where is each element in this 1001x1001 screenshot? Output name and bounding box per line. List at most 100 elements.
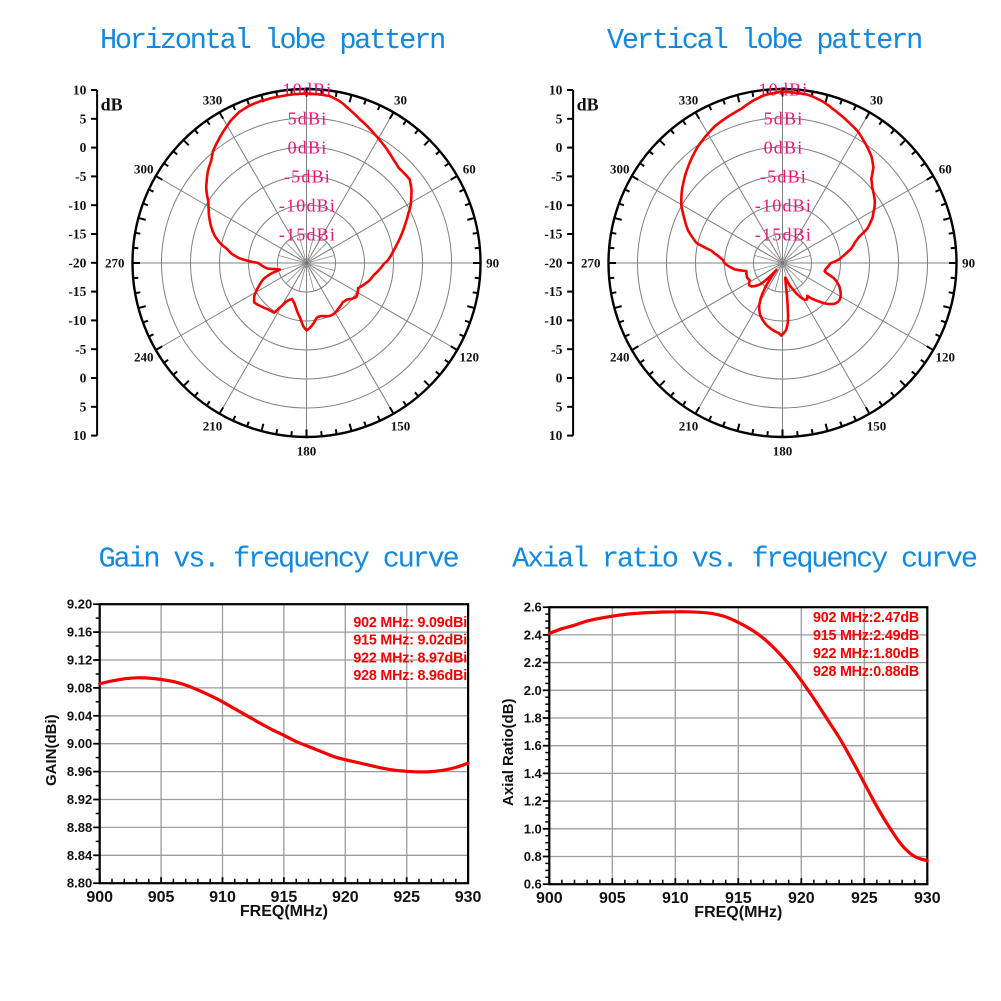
svg-text:930: 930 bbox=[914, 890, 941, 907]
svg-text:1.8: 1.8 bbox=[524, 711, 542, 726]
svg-text:90: 90 bbox=[486, 256, 499, 271]
svg-text:2.4: 2.4 bbox=[524, 627, 543, 642]
svg-text:10: 10 bbox=[73, 428, 87, 443]
svg-text:150: 150 bbox=[391, 418, 411, 433]
svg-text:-15: -15 bbox=[68, 227, 86, 242]
svg-text:-20: -20 bbox=[68, 255, 86, 270]
svg-text:150: 150 bbox=[867, 418, 887, 433]
svg-text:905: 905 bbox=[148, 889, 175, 906]
svg-text:925: 925 bbox=[851, 890, 878, 907]
svg-text:2.2: 2.2 bbox=[524, 655, 542, 670]
svg-text:-10dBi: -10dBi bbox=[755, 195, 812, 215]
svg-text:902 MHz:2.47dB: 902 MHz:2.47dB bbox=[813, 610, 919, 626]
svg-text:0dBi: 0dBi bbox=[288, 137, 328, 157]
svg-text:922 MHz: 8.97dBi: 922 MHz: 8.97dBi bbox=[353, 650, 467, 666]
svg-text:9.00: 9.00 bbox=[67, 736, 92, 751]
svg-text:928 MHz: 8.96dBi: 928 MHz: 8.96dBi bbox=[353, 668, 467, 684]
svg-text:-5: -5 bbox=[551, 342, 562, 357]
svg-text:0dBi: 0dBi bbox=[764, 137, 804, 157]
svg-text:210: 210 bbox=[203, 418, 223, 433]
svg-text:-5: -5 bbox=[75, 342, 86, 357]
svg-text:8.88: 8.88 bbox=[67, 820, 92, 835]
svg-text:180: 180 bbox=[773, 444, 793, 459]
svg-text:5: 5 bbox=[556, 111, 563, 126]
svg-text:-5: -5 bbox=[551, 169, 562, 184]
svg-text:60: 60 bbox=[463, 162, 476, 177]
svg-text:0: 0 bbox=[556, 140, 563, 155]
svg-text:5dBi: 5dBi bbox=[288, 108, 328, 128]
svg-text:10: 10 bbox=[73, 83, 87, 98]
svg-text:30: 30 bbox=[870, 93, 883, 108]
svg-text:1.4: 1.4 bbox=[524, 766, 543, 781]
svg-text:5: 5 bbox=[556, 399, 563, 414]
svg-text:-15: -15 bbox=[544, 284, 562, 299]
svg-text:8.80: 8.80 bbox=[67, 876, 92, 891]
svg-text:Axial Ratio(dB): Axial Ratio(dB) bbox=[500, 698, 517, 806]
svg-text:925: 925 bbox=[393, 889, 420, 906]
svg-text:900: 900 bbox=[536, 890, 563, 907]
svg-text:8.92: 8.92 bbox=[67, 792, 92, 807]
svg-text:60: 60 bbox=[939, 162, 952, 177]
svg-text:915: 915 bbox=[725, 890, 752, 907]
svg-text:1.0: 1.0 bbox=[524, 821, 542, 836]
svg-text:9.12: 9.12 bbox=[67, 653, 92, 668]
svg-text:910: 910 bbox=[662, 890, 689, 907]
svg-text:9.04: 9.04 bbox=[67, 708, 93, 723]
svg-text:900: 900 bbox=[86, 889, 113, 906]
svg-text:330: 330 bbox=[679, 93, 699, 108]
svg-text:5: 5 bbox=[80, 111, 87, 126]
svg-text:920: 920 bbox=[788, 890, 815, 907]
svg-text:-10: -10 bbox=[68, 198, 86, 213]
svg-text:9.08: 9.08 bbox=[67, 680, 92, 695]
svg-text:-5dBi: -5dBi bbox=[760, 166, 807, 186]
svg-text:928 MHz:0.88dB: 928 MHz:0.88dB bbox=[813, 664, 919, 680]
svg-text:240: 240 bbox=[610, 350, 630, 365]
svg-text:10: 10 bbox=[549, 83, 563, 98]
svg-text:-15dBi: -15dBi bbox=[755, 224, 812, 244]
svg-text:dB: dB bbox=[577, 95, 599, 115]
svg-text:915 MHz:2.49dB: 915 MHz:2.49dB bbox=[813, 628, 919, 644]
svg-text:1.2: 1.2 bbox=[524, 794, 542, 809]
svg-text:2.6: 2.6 bbox=[524, 600, 542, 615]
svg-text:915: 915 bbox=[271, 889, 298, 906]
svg-text:10dBi: 10dBi bbox=[758, 79, 808, 99]
svg-text:-5: -5 bbox=[75, 169, 86, 184]
svg-text:240: 240 bbox=[134, 350, 154, 365]
svg-text:915 MHz: 9.02dBi: 915 MHz: 9.02dBi bbox=[353, 633, 467, 649]
svg-text:922 MHz:1.80dB: 922 MHz:1.80dB bbox=[813, 646, 919, 662]
svg-text:Axial ratio vs. frequency curv: Axial ratio vs. frequency curve bbox=[512, 543, 977, 576]
svg-text:120: 120 bbox=[936, 350, 956, 365]
svg-text:-10: -10 bbox=[544, 198, 562, 213]
svg-text:-20: -20 bbox=[544, 255, 562, 270]
svg-text:10: 10 bbox=[549, 428, 563, 443]
svg-text:Horizontal lobe pattern: Horizontal lobe pattern bbox=[100, 24, 444, 57]
svg-text:GAIN(dBi): GAIN(dBi) bbox=[43, 714, 60, 786]
svg-text:905: 905 bbox=[599, 890, 626, 907]
svg-text:-15: -15 bbox=[544, 227, 562, 242]
svg-text:300: 300 bbox=[610, 162, 630, 177]
svg-text:920: 920 bbox=[332, 889, 359, 906]
svg-text:1.6: 1.6 bbox=[524, 738, 542, 753]
svg-text:120: 120 bbox=[460, 350, 480, 365]
svg-text:8.84: 8.84 bbox=[67, 848, 93, 863]
svg-text:0: 0 bbox=[80, 371, 87, 386]
svg-text:5: 5 bbox=[80, 399, 87, 414]
svg-text:-5dBi: -5dBi bbox=[284, 166, 331, 186]
svg-text:270: 270 bbox=[105, 256, 125, 271]
svg-text:330: 330 bbox=[203, 93, 223, 108]
svg-text:30: 30 bbox=[394, 93, 407, 108]
svg-text:930: 930 bbox=[455, 889, 482, 906]
svg-text:0: 0 bbox=[80, 140, 87, 155]
svg-text:-15dBi: -15dBi bbox=[279, 224, 336, 244]
svg-text:FREQ(MHz): FREQ(MHz) bbox=[694, 904, 782, 921]
svg-text:210: 210 bbox=[679, 418, 699, 433]
svg-text:0.8: 0.8 bbox=[524, 849, 542, 864]
svg-text:0.6: 0.6 bbox=[524, 877, 542, 892]
svg-text:dB: dB bbox=[101, 95, 123, 115]
svg-text:910: 910 bbox=[209, 889, 236, 906]
svg-text:0: 0 bbox=[556, 371, 563, 386]
svg-text:-10: -10 bbox=[544, 313, 562, 328]
svg-text:90: 90 bbox=[962, 256, 975, 271]
svg-text:9.16: 9.16 bbox=[67, 625, 92, 640]
svg-text:300: 300 bbox=[134, 162, 154, 177]
